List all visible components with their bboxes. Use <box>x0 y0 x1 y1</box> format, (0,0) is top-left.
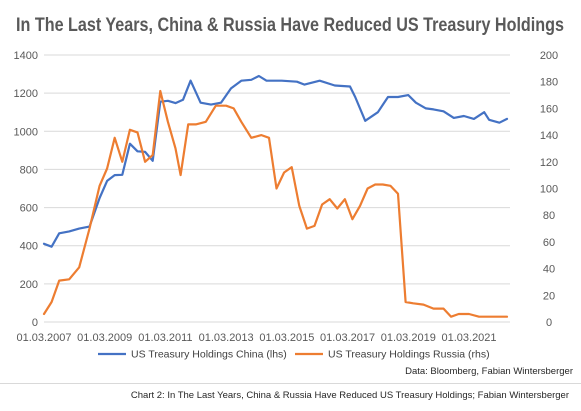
x-axis-ticks: 01.03.2007 01.03.2009 01.03.2011 01.03.2013… <box>16 332 496 344</box>
x-tick-label: 01.03.2017 <box>320 332 375 344</box>
right-tick-label: 0 <box>546 317 552 329</box>
series-line-russia <box>42 89 509 318</box>
x-tick-label: 01.03.2015 <box>259 332 314 344</box>
left-tick-label: 400 <box>20 241 38 253</box>
x-tick-label: 01.03.2013 <box>199 332 254 344</box>
chart-svg: In The Last Years, China & Russia Have R… <box>14 15 573 377</box>
chart-source: Data: Bloomberg, Fabian Wintersberger <box>405 366 573 377</box>
left-tick-label: 1000 <box>14 126 38 138</box>
legend-label-russia: US Treasury Holdings Russia (rhs) <box>328 349 490 361</box>
series-line-china <box>42 74 509 248</box>
right-tick-label: 120 <box>540 157 558 169</box>
left-tick-label: 600 <box>20 203 38 215</box>
legend-label-china: US Treasury Holdings China (lhs) <box>131 349 287 361</box>
x-tick-label: 01.03.2019 <box>381 332 436 344</box>
legend: US Treasury Holdings China (lhs) US Trea… <box>98 349 490 361</box>
left-tick-label: 1400 <box>14 50 38 62</box>
right-tick-label: 180 <box>540 77 558 89</box>
left-tick-label: 1200 <box>14 88 38 100</box>
right-tick-label: 140 <box>540 130 558 142</box>
right-tick-label: 80 <box>543 210 555 222</box>
x-tick-label: 01.03.2011 <box>138 332 192 344</box>
left-axis-ticks: 0 200 400 600 800 1000 1200 1400 <box>14 50 38 329</box>
gridlines <box>44 54 510 323</box>
right-tick-label: 200 <box>540 50 558 62</box>
x-tick-label: 01.03.2007 <box>16 332 71 344</box>
right-tick-label: 40 <box>543 264 555 276</box>
right-tick-label: 60 <box>543 237 555 249</box>
chart-title: In The Last Years, China & Russia Have R… <box>16 15 564 36</box>
figure-caption: Chart 2: In The Last Years, China & Russ… <box>130 390 569 401</box>
left-tick-label: 0 <box>32 317 38 329</box>
right-tick-label: 160 <box>540 103 558 115</box>
left-tick-label: 800 <box>20 164 38 176</box>
series-lines <box>42 74 509 318</box>
x-tick-label: 01.03.2009 <box>77 332 132 344</box>
left-tick-label: 200 <box>20 279 38 291</box>
right-tick-label: 20 <box>543 290 555 302</box>
right-tick-label: 100 <box>540 184 558 196</box>
x-tick-label: 01.03.2021 <box>441 332 496 344</box>
chart-container: In The Last Years, China & Russia Have R… <box>0 15 581 384</box>
right-axis-ticks: 0 20 40 60 80 100 120 140 160 180 200 <box>540 50 558 329</box>
